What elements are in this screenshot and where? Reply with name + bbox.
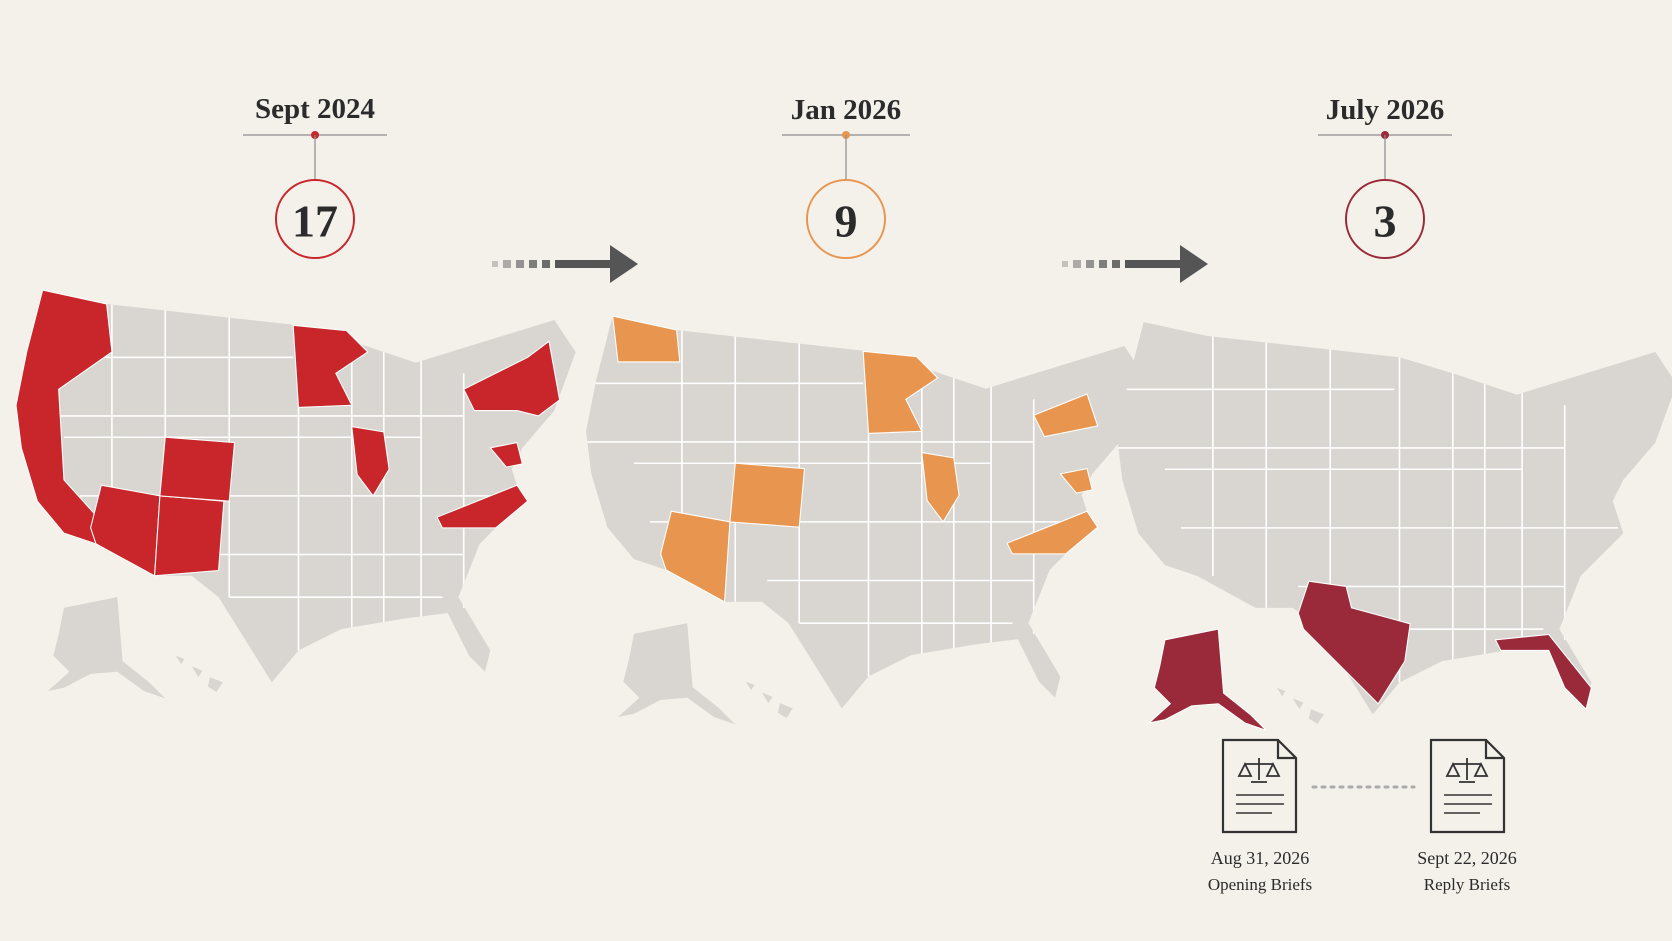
document-icon xyxy=(1221,738,1298,834)
document-icon xyxy=(1429,738,1506,834)
panel-date: Jan 2026 xyxy=(791,94,901,126)
map xyxy=(586,314,1146,725)
panel-count: 9 xyxy=(835,196,858,247)
map xyxy=(1117,320,1672,731)
panel-header: Sept 2024 17 xyxy=(243,93,387,259)
panel-header: Jan 2026 9 xyxy=(782,94,910,259)
panel-date: Sept 2024 xyxy=(255,93,375,125)
map xyxy=(16,288,576,699)
brief-date: Sept 22, 2026 xyxy=(1417,848,1517,868)
brief-date: Aug 31, 2026 xyxy=(1211,848,1310,868)
arrow xyxy=(1062,245,1208,283)
panel-date: July 2026 xyxy=(1326,94,1444,126)
brief-label: Opening Briefs xyxy=(1208,875,1312,894)
brief-label: Reply Briefs xyxy=(1424,875,1510,894)
panel-count: 3 xyxy=(1374,196,1397,247)
panel-count: 17 xyxy=(292,196,338,247)
panel-header: July 2026 3 xyxy=(1318,94,1452,259)
arrow xyxy=(492,245,638,283)
